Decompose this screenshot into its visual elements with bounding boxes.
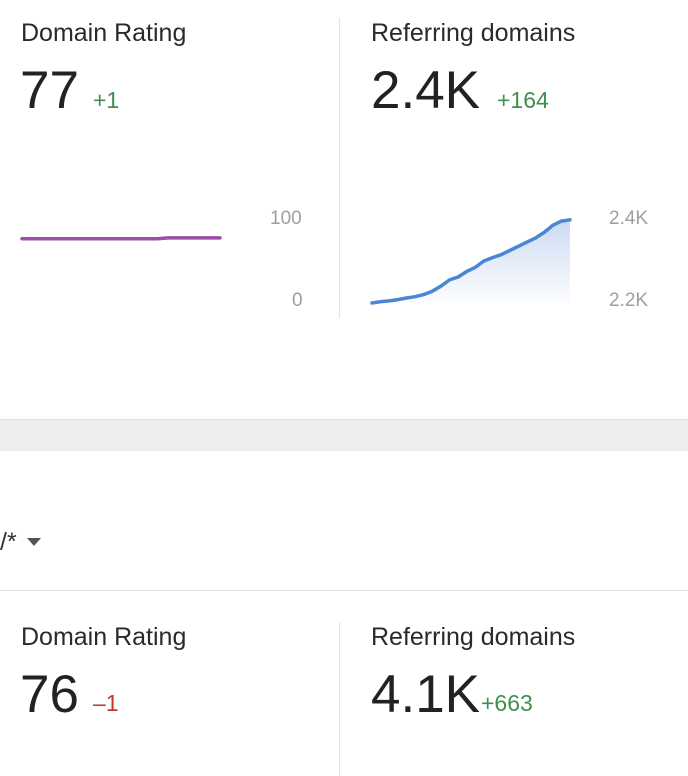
row-divider (0, 590, 688, 591)
path-filter-dropdown[interactable]: /* (0, 524, 41, 560)
domain-rating-label-2: Domain Rating (21, 623, 187, 651)
referring-domains-sparkline (370, 218, 572, 305)
rd-axis-bottom-label: 2.2K (609, 290, 649, 311)
panel-divider-2 (339, 622, 340, 776)
section-separator (0, 419, 688, 451)
referring-domains-label-2: Referring domains (371, 623, 576, 651)
dr-axis-top-label: 100 (270, 208, 302, 229)
referring-domains-delta: +164 (497, 87, 549, 113)
panel-divider (339, 18, 340, 318)
domain-rating-delta: +1 (93, 87, 120, 113)
domain-rating-delta-2: –1 (93, 690, 119, 716)
path-filter-text: /* (0, 527, 17, 556)
dr-axis-bottom-label: 0 (292, 290, 303, 311)
referring-domains-delta-2: +663 (481, 690, 533, 716)
caret-down-icon (26, 538, 41, 546)
domain-rating-label: Domain Rating (21, 19, 187, 47)
domain-rating-sparkline (20, 236, 222, 241)
referring-domains-value-2: 4.1K (371, 665, 481, 724)
rd-axis-top-label: 2.4K (609, 208, 649, 229)
domain-rating-value: 77 (20, 61, 79, 120)
referring-domains-label: Referring domains (371, 19, 576, 47)
referring-domains-area-fill (372, 219, 570, 303)
referring-domains-value: 2.4K (371, 61, 481, 120)
referring-domains-series-line (370, 218, 572, 305)
domain-rating-value-2: 76 (20, 665, 79, 724)
domain-rating-series-line (20, 236, 222, 241)
